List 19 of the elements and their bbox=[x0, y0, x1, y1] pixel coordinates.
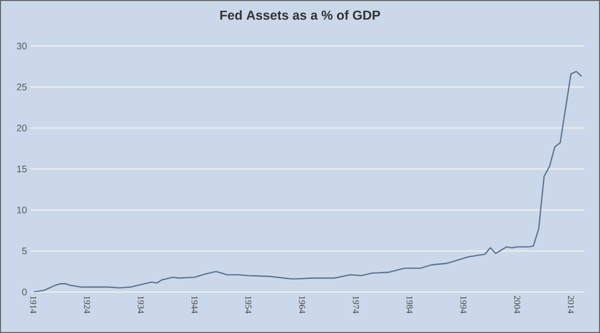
chart-title: Fed Assets as a % of GDP bbox=[220, 10, 380, 20]
x-tick-label: 1974 bbox=[352, 296, 359, 314]
x-tick-label: 1944 bbox=[192, 296, 198, 314]
x-tick-label: 1994 bbox=[460, 296, 466, 314]
x-tick-label: 2014 bbox=[568, 296, 574, 314]
x-tick-label: 1984 bbox=[406, 296, 413, 314]
x-tick-label: 1964 bbox=[299, 296, 306, 314]
y-tick-label: 20 bbox=[16, 124, 27, 132]
x-tick-label: 1954 bbox=[245, 296, 252, 314]
y-tick-label: 10 bbox=[17, 206, 27, 214]
y-tick-label: 25 bbox=[16, 84, 27, 90]
y-tick-label: 30 bbox=[16, 42, 27, 50]
y-tick-label: 5 bbox=[22, 248, 27, 254]
y-tick-label: 0 bbox=[22, 288, 27, 296]
y-tick-label: 15 bbox=[17, 166, 27, 172]
x-tick-label: 2004 bbox=[514, 296, 520, 314]
x-tick-label: 1934 bbox=[138, 296, 144, 314]
x-tick-label: 1914 bbox=[30, 296, 36, 314]
x-tick-label: 1924 bbox=[84, 296, 90, 314]
